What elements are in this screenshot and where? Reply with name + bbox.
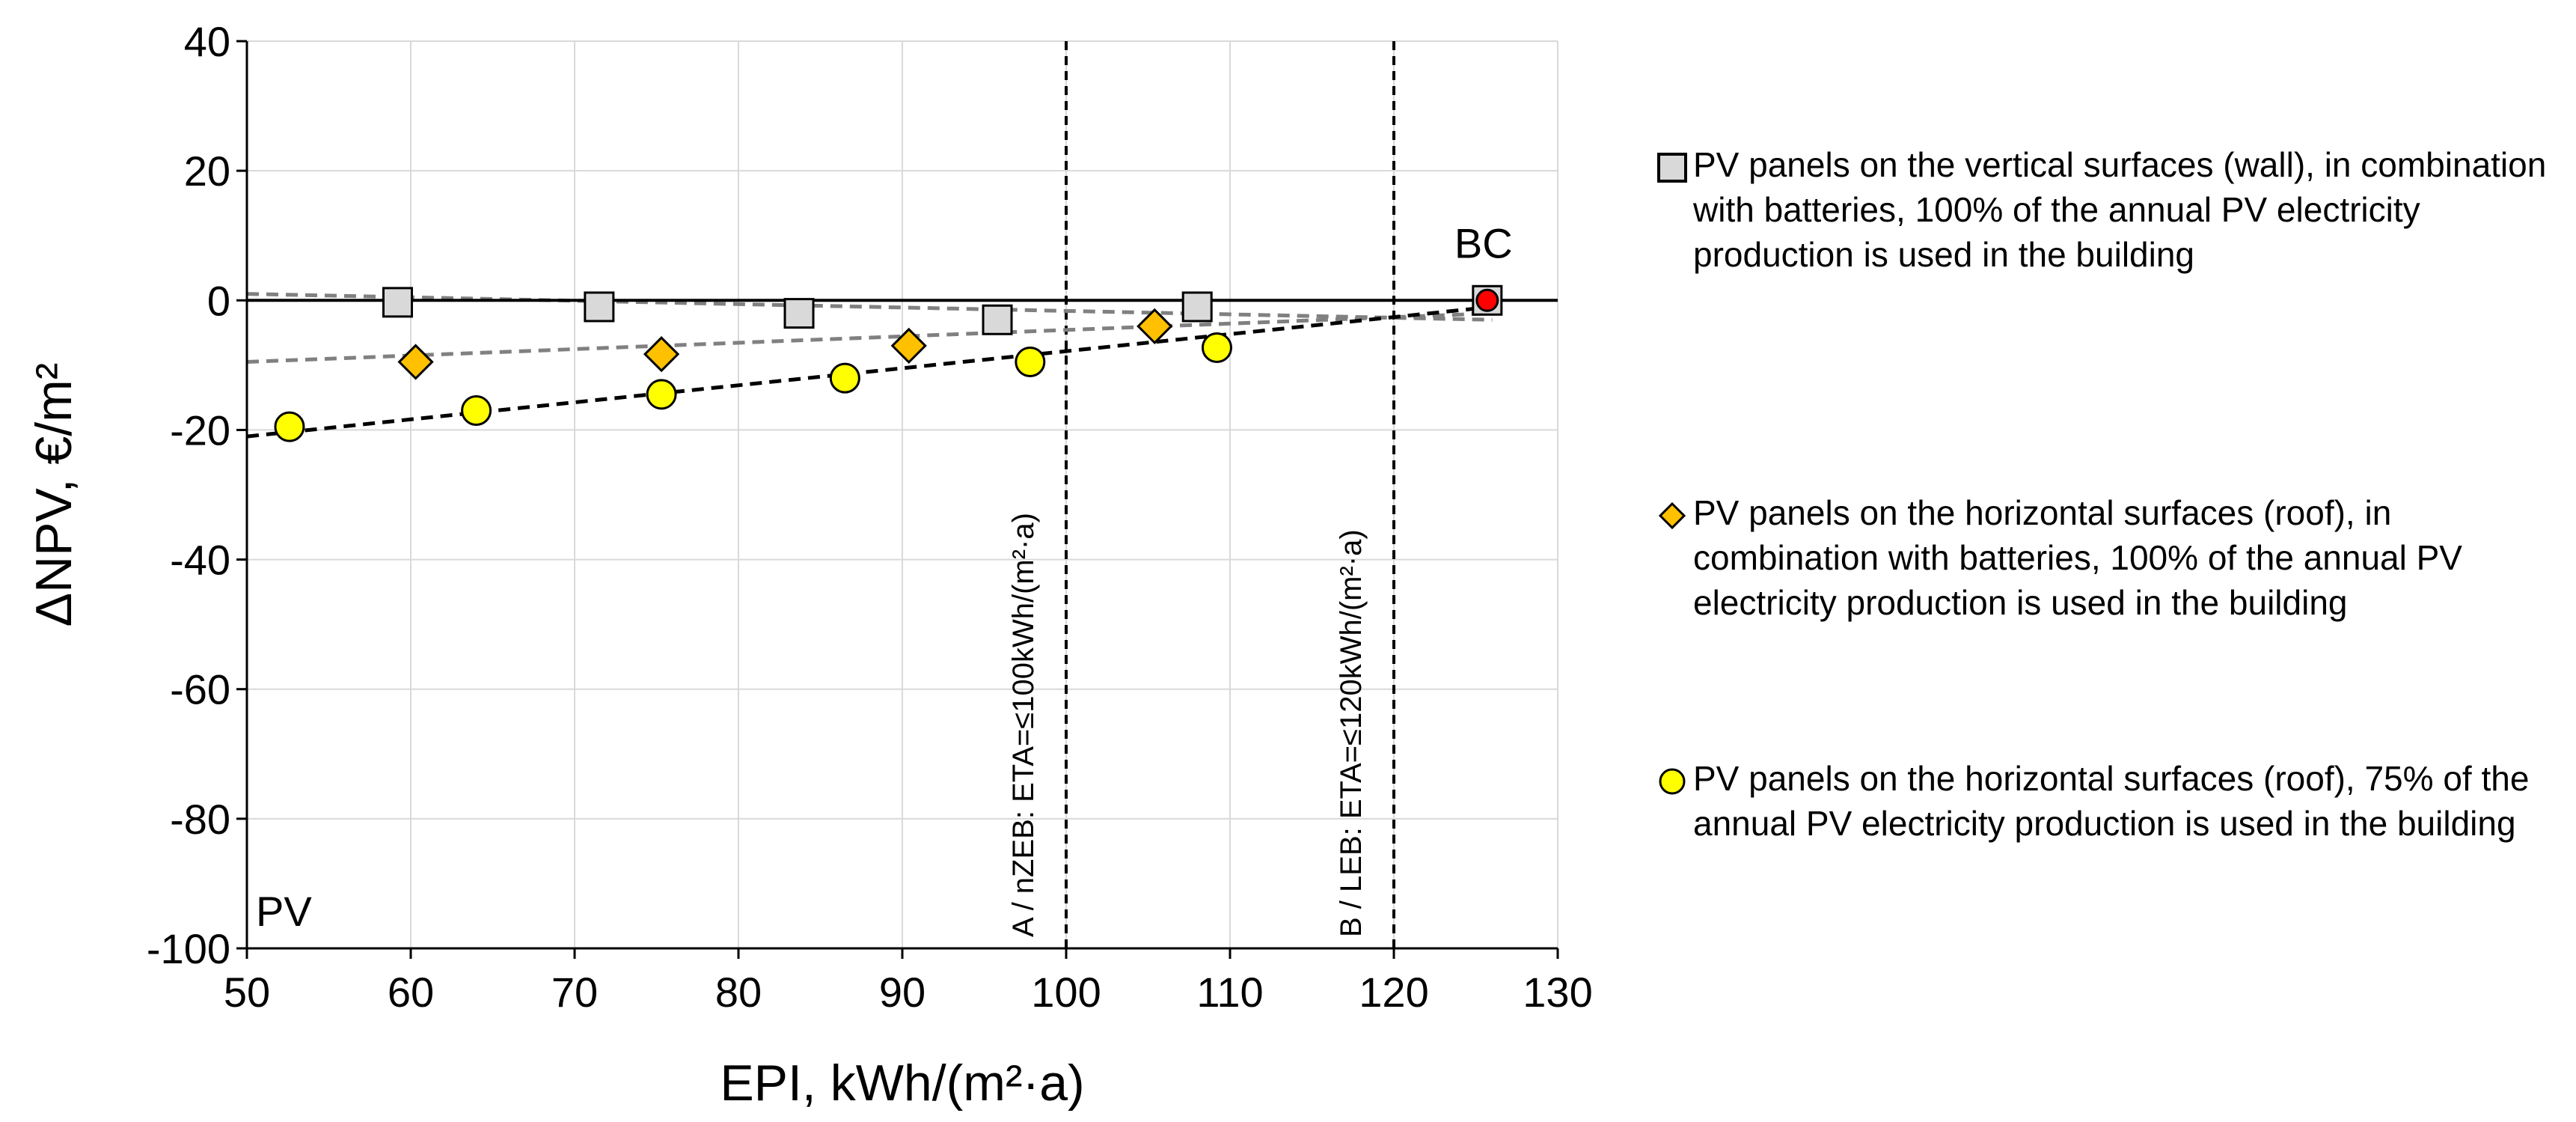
circle-point [274, 411, 305, 442]
corner-label: PV [256, 888, 312, 935]
diamond-point [397, 344, 434, 380]
legend-label: PV panels on the horizontal surfaces (ro… [1693, 493, 2462, 622]
circle-point [646, 379, 677, 410]
y-tick-label: 40 [184, 18, 230, 65]
threshold-lines [1065, 41, 1395, 948]
data-points [274, 284, 1503, 442]
base-case-point [1475, 288, 1499, 312]
x-tick-label: 50 [224, 969, 270, 1016]
axes [236, 40, 1559, 959]
y-tick-label: -60 [170, 666, 230, 713]
y-tick-label: -20 [170, 406, 230, 454]
trend-line-0 [246, 292, 1493, 322]
x-tick-label: 90 [879, 969, 926, 1016]
x-tick-label: 70 [551, 969, 598, 1016]
square-point [982, 304, 1013, 335]
trend-line-2 [246, 305, 1493, 439]
y-tick-label: -80 [170, 796, 230, 843]
square-point [382, 287, 413, 318]
y-tick-label: -40 [170, 537, 230, 584]
legend-label: PV panels on the vertical surfaces (wall… [1693, 145, 2547, 274]
x-tick-label: 100 [1031, 969, 1101, 1016]
y-axis-title: ΔNPV, €/m² [25, 363, 82, 627]
circle-point [1015, 347, 1046, 378]
circle-point [829, 362, 860, 394]
labels: 50 60 70 80 90 100 110 120 130 40 20 0 -20 -40 -60 -80 -… [25, 18, 1593, 1112]
x-tick-label: 80 [715, 969, 762, 1016]
diamond-point [890, 327, 927, 365]
y-tick-label: 20 [184, 147, 230, 195]
diamond-point [1136, 308, 1173, 345]
x-axis-title: EPI, kWh/(m²·a) [720, 1055, 1084, 1112]
y-tick-label: -100 [147, 925, 230, 972]
circle-point [1201, 332, 1232, 363]
circle-marker-icon [1659, 768, 1686, 795]
x-tick-label: 120 [1359, 969, 1428, 1016]
square-point [783, 298, 815, 329]
square-point [584, 291, 615, 323]
trend-lines [246, 292, 1493, 439]
square-point [1181, 291, 1213, 323]
threshold-label-0: A / nZEB: ETA=≤100kWh/(m²·a) [1007, 513, 1040, 937]
threshold-label-1: B / LEB: ETA=≤120kWh/(m²·a) [1335, 529, 1368, 937]
square-marker-icon [1657, 153, 1687, 183]
diamond-marker-icon [1658, 501, 1686, 530]
x-tick-label: 110 [1196, 969, 1263, 1016]
x-tick-label: 130 [1523, 969, 1592, 1016]
y-tick-label: 0 [207, 277, 230, 324]
x-tick-label: 60 [388, 969, 434, 1016]
base-case-label: BC [1454, 219, 1513, 266]
circle-point [461, 394, 492, 426]
diamond-point [643, 336, 680, 373]
trend-line-1 [246, 311, 1493, 365]
legend-label: PV panels on the horizontal surfaces (ro… [1693, 759, 2530, 843]
